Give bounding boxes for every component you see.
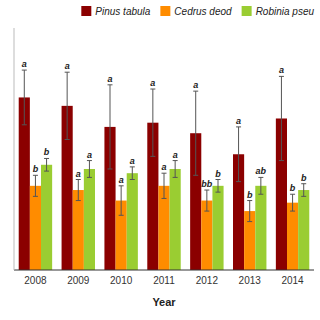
error-bar bbox=[279, 76, 284, 160]
series bbox=[30, 173, 298, 270]
legend-label: Robinia pseu bbox=[256, 6, 315, 17]
legend-item: Robinia pseu bbox=[242, 6, 315, 17]
significance-letter: a bbox=[22, 59, 27, 69]
significance-letter: a bbox=[236, 116, 241, 126]
significance-letter: bb bbox=[201, 179, 212, 189]
series bbox=[41, 158, 309, 270]
bar bbox=[84, 169, 95, 270]
legend-item: Pinus tabula bbox=[81, 6, 150, 17]
error-bar bbox=[87, 161, 92, 178]
error-bar bbox=[130, 167, 135, 180]
error-bar bbox=[193, 91, 198, 175]
bar bbox=[41, 165, 52, 270]
significance-letter: a bbox=[107, 74, 112, 84]
legend-label: Pinus tabula bbox=[95, 6, 150, 17]
legend-item: Cedrus deod bbox=[160, 6, 232, 17]
error-bar bbox=[65, 72, 70, 139]
error-bar bbox=[76, 180, 81, 201]
significance-letter: b bbox=[33, 164, 39, 174]
bar bbox=[298, 190, 309, 270]
error-bar bbox=[33, 175, 38, 196]
error-bar bbox=[119, 186, 124, 215]
series bbox=[19, 70, 287, 270]
bar bbox=[212, 186, 223, 270]
significance-letters: aaaaaaabaaabbbbbaaababb bbox=[22, 59, 307, 199]
significance-letter: a bbox=[279, 65, 284, 75]
error-bar bbox=[108, 85, 113, 169]
x-tick-label: 2009 bbox=[67, 275, 90, 286]
significance-letter: ab bbox=[256, 166, 267, 176]
significance-letter: a bbox=[193, 80, 198, 90]
chart: aaaaaaabaaabbbbbaaababb20082009201020112… bbox=[0, 0, 320, 320]
significance-letter: b bbox=[215, 169, 221, 179]
error-bar bbox=[247, 201, 252, 222]
bar bbox=[30, 186, 41, 270]
legend-swatch bbox=[81, 6, 91, 16]
legend: Pinus tabula Cedrus deod Robinia pseu bbox=[81, 6, 314, 17]
x-axis-label: Year bbox=[152, 296, 176, 308]
error-bar bbox=[204, 190, 209, 211]
bar bbox=[127, 173, 138, 270]
bar bbox=[73, 190, 84, 270]
error-bar bbox=[301, 184, 306, 197]
plot-area bbox=[19, 70, 310, 270]
error-bar bbox=[258, 177, 263, 194]
significance-letter: a bbox=[119, 175, 124, 185]
error-bar bbox=[44, 158, 49, 171]
error-bar bbox=[150, 89, 155, 156]
x-tick-label: 2012 bbox=[196, 275, 219, 286]
x-axis bbox=[14, 270, 314, 271]
y-axis bbox=[14, 28, 15, 270]
significance-letter: a bbox=[76, 169, 81, 179]
significance-letter: b bbox=[290, 183, 296, 193]
error-bar bbox=[162, 173, 167, 198]
error-bar bbox=[173, 161, 178, 178]
significance-letter: a bbox=[87, 150, 92, 160]
error-bar bbox=[290, 194, 295, 211]
error-bar bbox=[236, 127, 241, 182]
legend-swatch bbox=[242, 6, 252, 16]
legend-swatch bbox=[160, 6, 170, 16]
significance-letter: a bbox=[161, 162, 166, 172]
x-tick-label: 2013 bbox=[239, 275, 262, 286]
x-tick-label: 2011 bbox=[153, 275, 175, 286]
significance-letter: a bbox=[130, 156, 135, 166]
legend-label: Cedrus deod bbox=[174, 6, 232, 17]
significance-letter: b bbox=[44, 147, 50, 157]
significance-letter: a bbox=[173, 150, 178, 160]
significance-letter: b bbox=[247, 190, 253, 200]
x-tick-label: 2014 bbox=[281, 275, 304, 286]
error-bar bbox=[22, 70, 27, 125]
bar bbox=[255, 186, 266, 270]
bar bbox=[287, 203, 298, 270]
significance-letter: a bbox=[150, 78, 155, 88]
bar bbox=[170, 169, 181, 270]
x-tick-label: 2008 bbox=[24, 275, 47, 286]
significance-letter: a bbox=[65, 61, 70, 71]
significance-letter: b bbox=[301, 173, 307, 183]
x-tick-label: 2010 bbox=[110, 275, 133, 286]
error-bar bbox=[216, 180, 221, 193]
